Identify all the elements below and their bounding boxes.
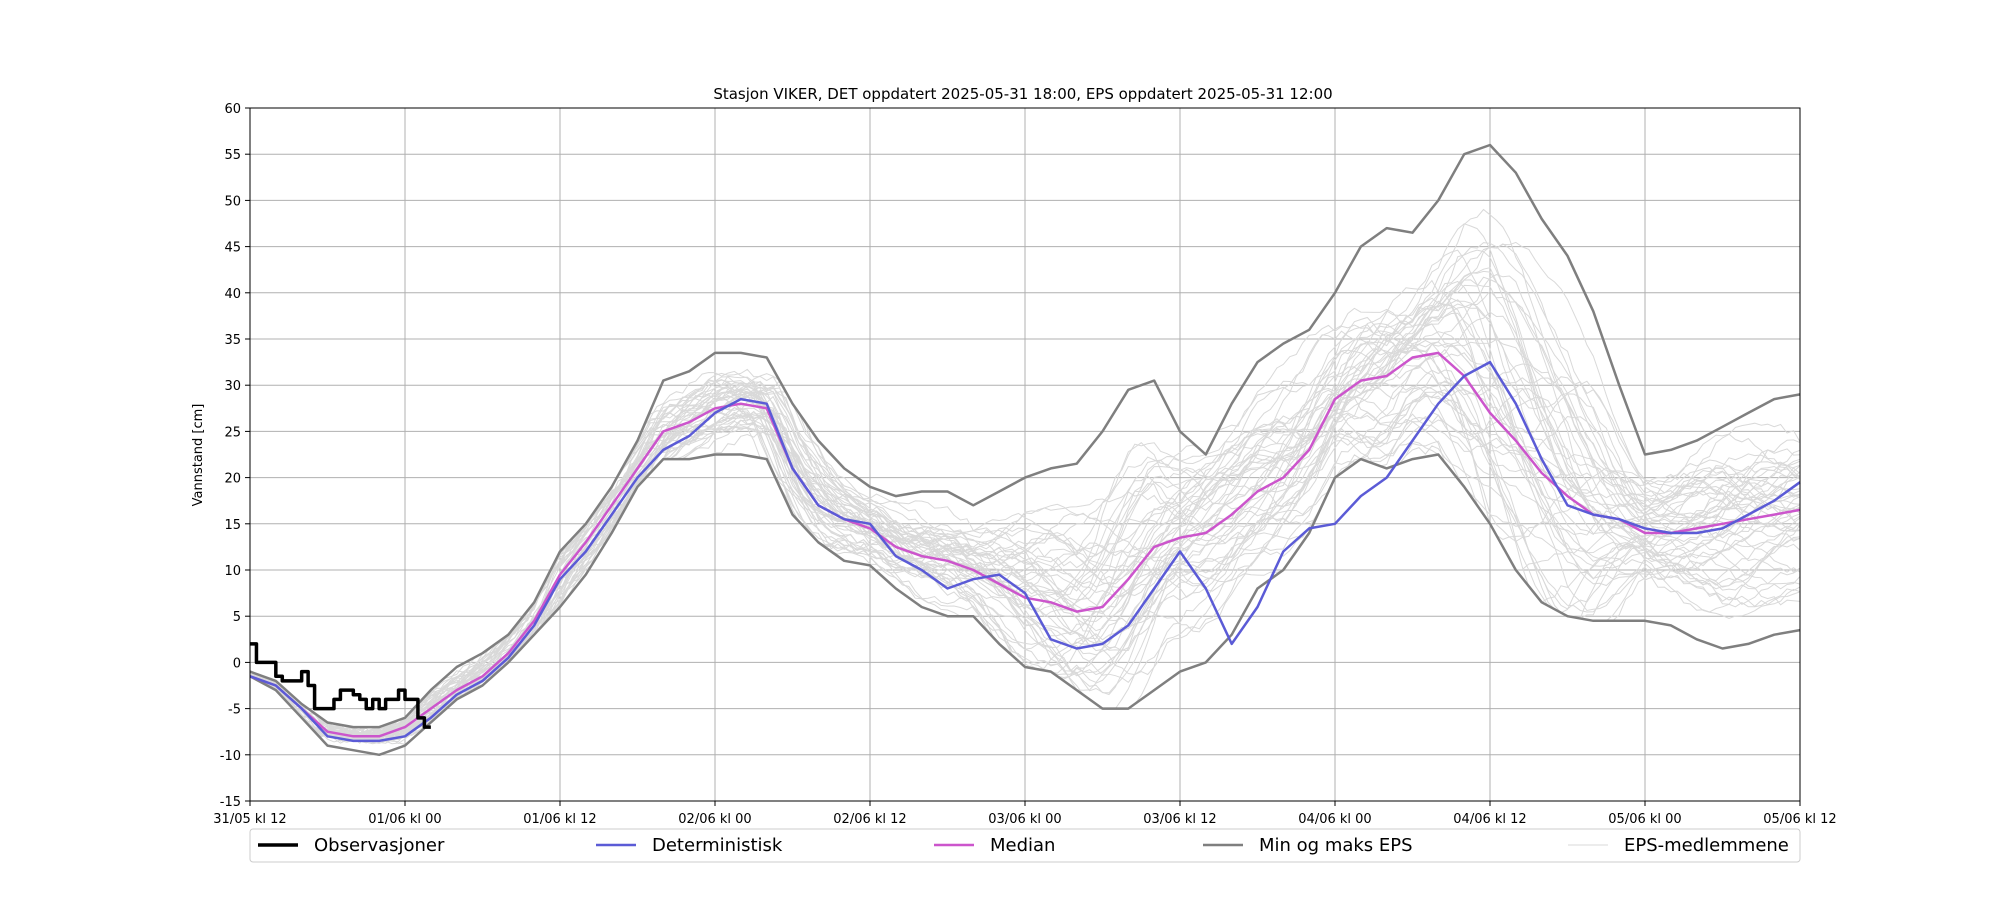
x-tick-label: 01/06 kl 12: [523, 812, 596, 827]
x-tick-label: 02/06 kl 12: [833, 812, 906, 827]
y-axis-ticks: -15 -10 -5 0 5 10 15 20 25 30 35 40 45 50 55 60: [220, 102, 250, 810]
y-tick-label: 40: [224, 287, 241, 302]
eps-member-line: [249, 299, 1801, 737]
deterministic-line: [249, 360, 1801, 743]
x-tick-label: 03/06 kl 00: [988, 812, 1061, 827]
x-tick-label: 04/06 kl 00: [1298, 812, 1371, 827]
legend-label: Observasjoner: [314, 835, 445, 856]
legend-label: EPS-medlemmene: [1624, 835, 1789, 856]
x-axis-ticks: 31/05 kl 12 01/06 kl 00 01/06 kl 12 02/06 k…: [213, 801, 1837, 827]
eps-member-line: [249, 393, 1801, 744]
y-tick-label: 30: [224, 379, 241, 394]
median-line: [249, 351, 1801, 738]
observation-line: [250, 642, 431, 729]
y-tick-label: 0: [233, 656, 241, 671]
x-tick-label: 04/06 kl 12: [1453, 812, 1526, 827]
y-tick-label: 15: [224, 518, 241, 533]
y-tick-label: 55: [224, 148, 241, 163]
x-tick-label: 02/06 kl 00: [678, 812, 751, 827]
x-tick-label: 05/06 kl 00: [1608, 812, 1681, 827]
y-tick-label: 20: [224, 472, 241, 487]
max-eps-line: [249, 143, 1801, 729]
legend-box: [249, 828, 1801, 863]
legend: Observasjoner Deterministisk Median Min og …: [249, 828, 1801, 863]
eps-member-line: [249, 279, 1801, 736]
chart-title: Stasjon VIKER, DET oppdatert 2025-05-31 …: [713, 85, 1332, 103]
eps-member-line: [249, 241, 1801, 737]
y-tick-label: 5: [233, 610, 241, 625]
x-tick-label: 03/06 kl 12: [1143, 812, 1216, 827]
y-tick-label: 45: [224, 241, 241, 256]
x-tick-label: 05/06 kl 12: [1763, 812, 1836, 827]
y-tick-label: 10: [224, 564, 241, 579]
eps-member-line: [249, 352, 1801, 742]
y-tick-label: -15: [220, 795, 241, 810]
min-eps-line: [249, 453, 1801, 757]
legend-label: Median: [990, 835, 1055, 856]
y-tick-label: 35: [224, 333, 241, 348]
y-tick-label: 25: [224, 425, 241, 440]
y-tick-label: -5: [228, 703, 241, 718]
eps-member-line: [249, 223, 1801, 735]
y-tick-label: 60: [224, 102, 241, 117]
legend-label: Deterministisk: [652, 835, 783, 856]
x-tick-label: 31/05 kl 12: [213, 812, 286, 827]
y-axis-label: Vannstand [cm]: [191, 404, 206, 507]
legend-label: Min og maks EPS: [1259, 835, 1413, 856]
y-tick-label: -10: [220, 749, 241, 764]
eps-member-line: [249, 311, 1801, 739]
y-tick-label: 50: [224, 194, 241, 209]
grid: [249, 107, 1801, 802]
series-lines: [249, 143, 1801, 757]
x-tick-label: 01/06 kl 00: [368, 812, 441, 827]
